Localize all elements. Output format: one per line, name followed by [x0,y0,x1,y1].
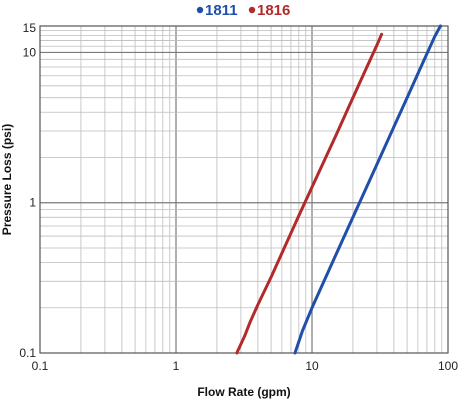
legend-label-1816: 1816 [257,2,290,19]
series-line-1811 [293,24,442,355]
x-tick-label: 100 [438,359,458,373]
x-axis-label: Flow Rate (gpm) [197,385,290,399]
legend: 1811 1816 [196,2,290,19]
y-tick-label: 1 [29,196,36,210]
plot-frame [39,25,449,354]
y-tick-label: 15 [23,21,37,35]
y-axis-label: Pressure Loss (psi) [0,124,14,235]
grid [39,25,449,354]
series-lines [235,24,442,355]
x-tick-label: 1 [173,359,180,373]
legend-marker-1811 [196,6,204,14]
tick-labels: 0.1 1 10 100 0.1 1 10 15 [19,21,458,373]
x-tick-label: 10 [305,359,319,373]
y-tick-label: 0.1 [19,346,36,360]
plot-background [40,26,448,353]
legend-marker-1816 [248,6,256,14]
legend-label-1811: 1811 [205,2,238,19]
x-tick-label: 0.1 [32,359,49,373]
y-tick-label: 10 [23,45,37,59]
series-line-1816 [235,32,384,355]
